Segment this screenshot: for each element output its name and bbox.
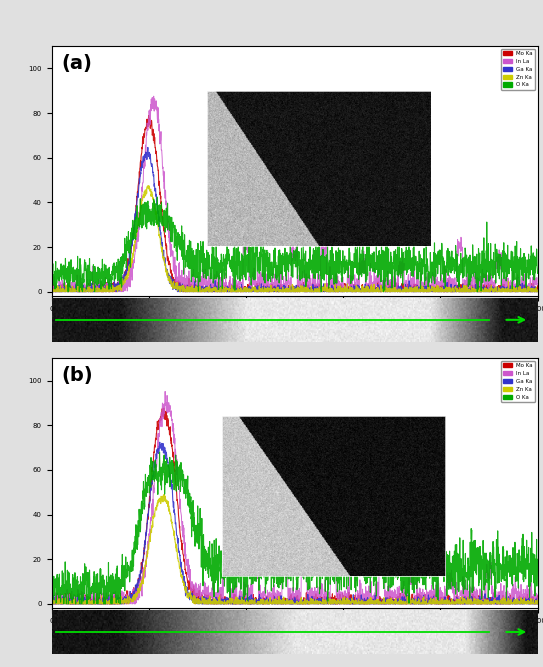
- X-axis label: Distance / nm: Distance / nm: [270, 317, 319, 323]
- Legend: Mo Ka, In La, Ga Ka, Zn Ka, O Ka: Mo Ka, In La, Ga Ka, Zn Ka, O Ka: [501, 361, 535, 402]
- Text: (a): (a): [61, 53, 92, 73]
- X-axis label: Distance / nm: Distance / nm: [270, 630, 319, 636]
- Text: (b): (b): [61, 366, 93, 385]
- Legend: Mo Ka, In La, Ga Ka, Zn Ka, O Ka: Mo Ka, In La, Ga Ka, Zn Ka, O Ka: [501, 49, 535, 89]
